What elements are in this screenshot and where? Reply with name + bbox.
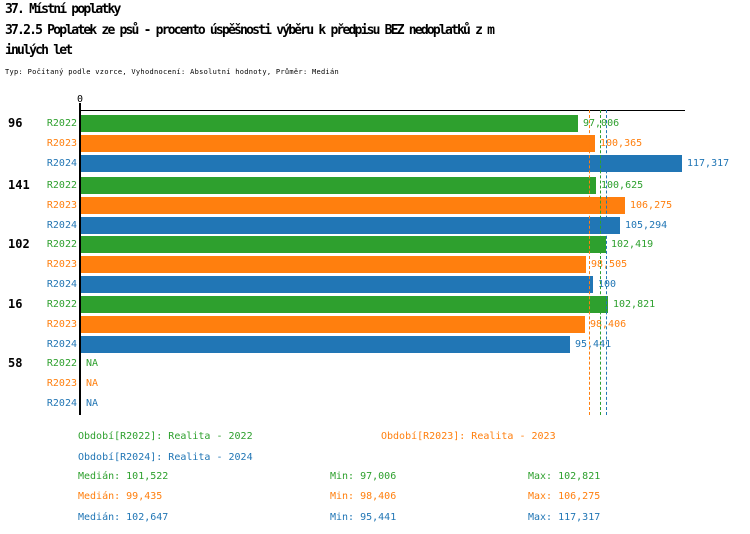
- stat-min-r2023: Min: 98,406: [330, 491, 397, 502]
- page-title: 37. Místní poplatky: [5, 2, 121, 17]
- series-label-R2024-16: R2024: [46, 339, 77, 350]
- median-line-R2024: [606, 110, 607, 415]
- bar-R2022-102: [81, 236, 606, 253]
- series-label-R2024-58: R2024: [46, 398, 77, 409]
- category-label-96: 96: [8, 116, 23, 130]
- bar-value-label-R2023-96: 100,365: [600, 138, 643, 149]
- axis-zero-label: 0: [76, 94, 84, 105]
- category-label-58: 58: [8, 356, 23, 370]
- bar-value-label-R2023-16: 98,406: [590, 319, 627, 330]
- bar-R2023-16: [81, 316, 585, 333]
- median-line-R2023: [589, 110, 590, 415]
- median-line-R2022: [600, 110, 601, 415]
- legend-item-r2024: Období[R2024]: Realita - 2024: [78, 452, 253, 463]
- bar-R2024-16: [81, 336, 570, 353]
- bar-value-na-R2024-58: NA: [86, 398, 99, 409]
- series-label-R2023-102: R2023: [46, 259, 77, 270]
- bar-value-label-R2022-96: 97,006: [583, 118, 620, 129]
- series-label-R2023-141: R2023: [46, 200, 77, 211]
- series-label-R2022-141: R2022: [46, 180, 77, 191]
- category-label-16: 16: [8, 297, 23, 311]
- bar-R2022-96: [81, 115, 578, 132]
- bar-value-label-R2022-141: 100,625: [601, 180, 644, 191]
- bar-value-label-R2023-141: 106,275: [630, 200, 673, 211]
- series-label-R2022-102: R2022: [46, 239, 77, 250]
- bar-R2024-96: [81, 155, 682, 172]
- bar-value-label-R2024-102: 100: [598, 279, 617, 290]
- series-label-R2023-58: R2023: [46, 378, 77, 389]
- bar-R2024-141: [81, 217, 620, 234]
- series-label-R2022-58: R2022: [46, 358, 77, 369]
- bar-R2023-102: [81, 256, 586, 273]
- bar-R2023-96: [81, 135, 595, 152]
- series-label-R2022-16: R2022: [46, 299, 77, 310]
- bar-value-label-R2023-102: 98,505: [591, 259, 628, 270]
- report-subtitle-line1: 37.2.5 Poplatek ze psů - procento úspěšn…: [5, 23, 495, 38]
- series-label-R2022-96: R2022: [46, 118, 77, 129]
- bar-R2024-102: [81, 276, 593, 293]
- bar-value-label-R2024-141: 105,294: [625, 220, 668, 231]
- category-label-102: 102: [8, 237, 30, 251]
- bar-value-label-R2024-96: 117,317: [687, 158, 730, 169]
- report-meta: Typ: Počítaný podle vzorce, Vyhodnocení:…: [5, 68, 340, 76]
- y-axis-line: [79, 110, 81, 415]
- stat-min-r2024: Min: 95,441: [330, 512, 397, 523]
- stat-median-r2024: Medián: 102,647: [78, 512, 169, 523]
- axis-tick: [79, 103, 81, 110]
- series-label-R2024-96: R2024: [46, 158, 77, 169]
- bar-value-na-R2022-58: NA: [86, 358, 99, 369]
- bar-R2023-141: [81, 197, 625, 214]
- bar-value-na-R2023-58: NA: [86, 378, 99, 389]
- stat-max-r2024: Max: 117,317: [528, 512, 601, 523]
- bar-R2022-141: [81, 177, 596, 194]
- stat-median-r2022: Medián: 101,522: [78, 471, 169, 482]
- bar-value-label-R2022-16: 102,821: [613, 299, 656, 310]
- category-label-141: 141: [8, 178, 30, 192]
- stat-median-r2023: Medián: 99,435: [78, 491, 163, 502]
- series-label-R2024-141: R2024: [46, 220, 77, 231]
- bar-value-label-R2024-16: 95,441: [575, 339, 612, 350]
- bar-R2022-16: [81, 296, 608, 313]
- stat-max-r2023: Max: 106,275: [528, 491, 601, 502]
- legend-item-r2023: Období[R2023]: Realita - 2023: [381, 431, 556, 442]
- series-label-R2023-16: R2023: [46, 319, 77, 330]
- series-label-R2024-102: R2024: [46, 279, 77, 290]
- series-label-R2023-96: R2023: [46, 138, 77, 149]
- bar-value-label-R2022-102: 102,419: [611, 239, 654, 250]
- x-axis-line: [80, 110, 685, 111]
- stat-max-r2022: Max: 102,821: [528, 471, 601, 482]
- stat-min-r2022: Min: 97,006: [330, 471, 397, 482]
- legend-item-r2022: Období[R2022]: Realita - 2022: [78, 431, 253, 442]
- report-subtitle-line2: inulých let: [5, 43, 73, 58]
